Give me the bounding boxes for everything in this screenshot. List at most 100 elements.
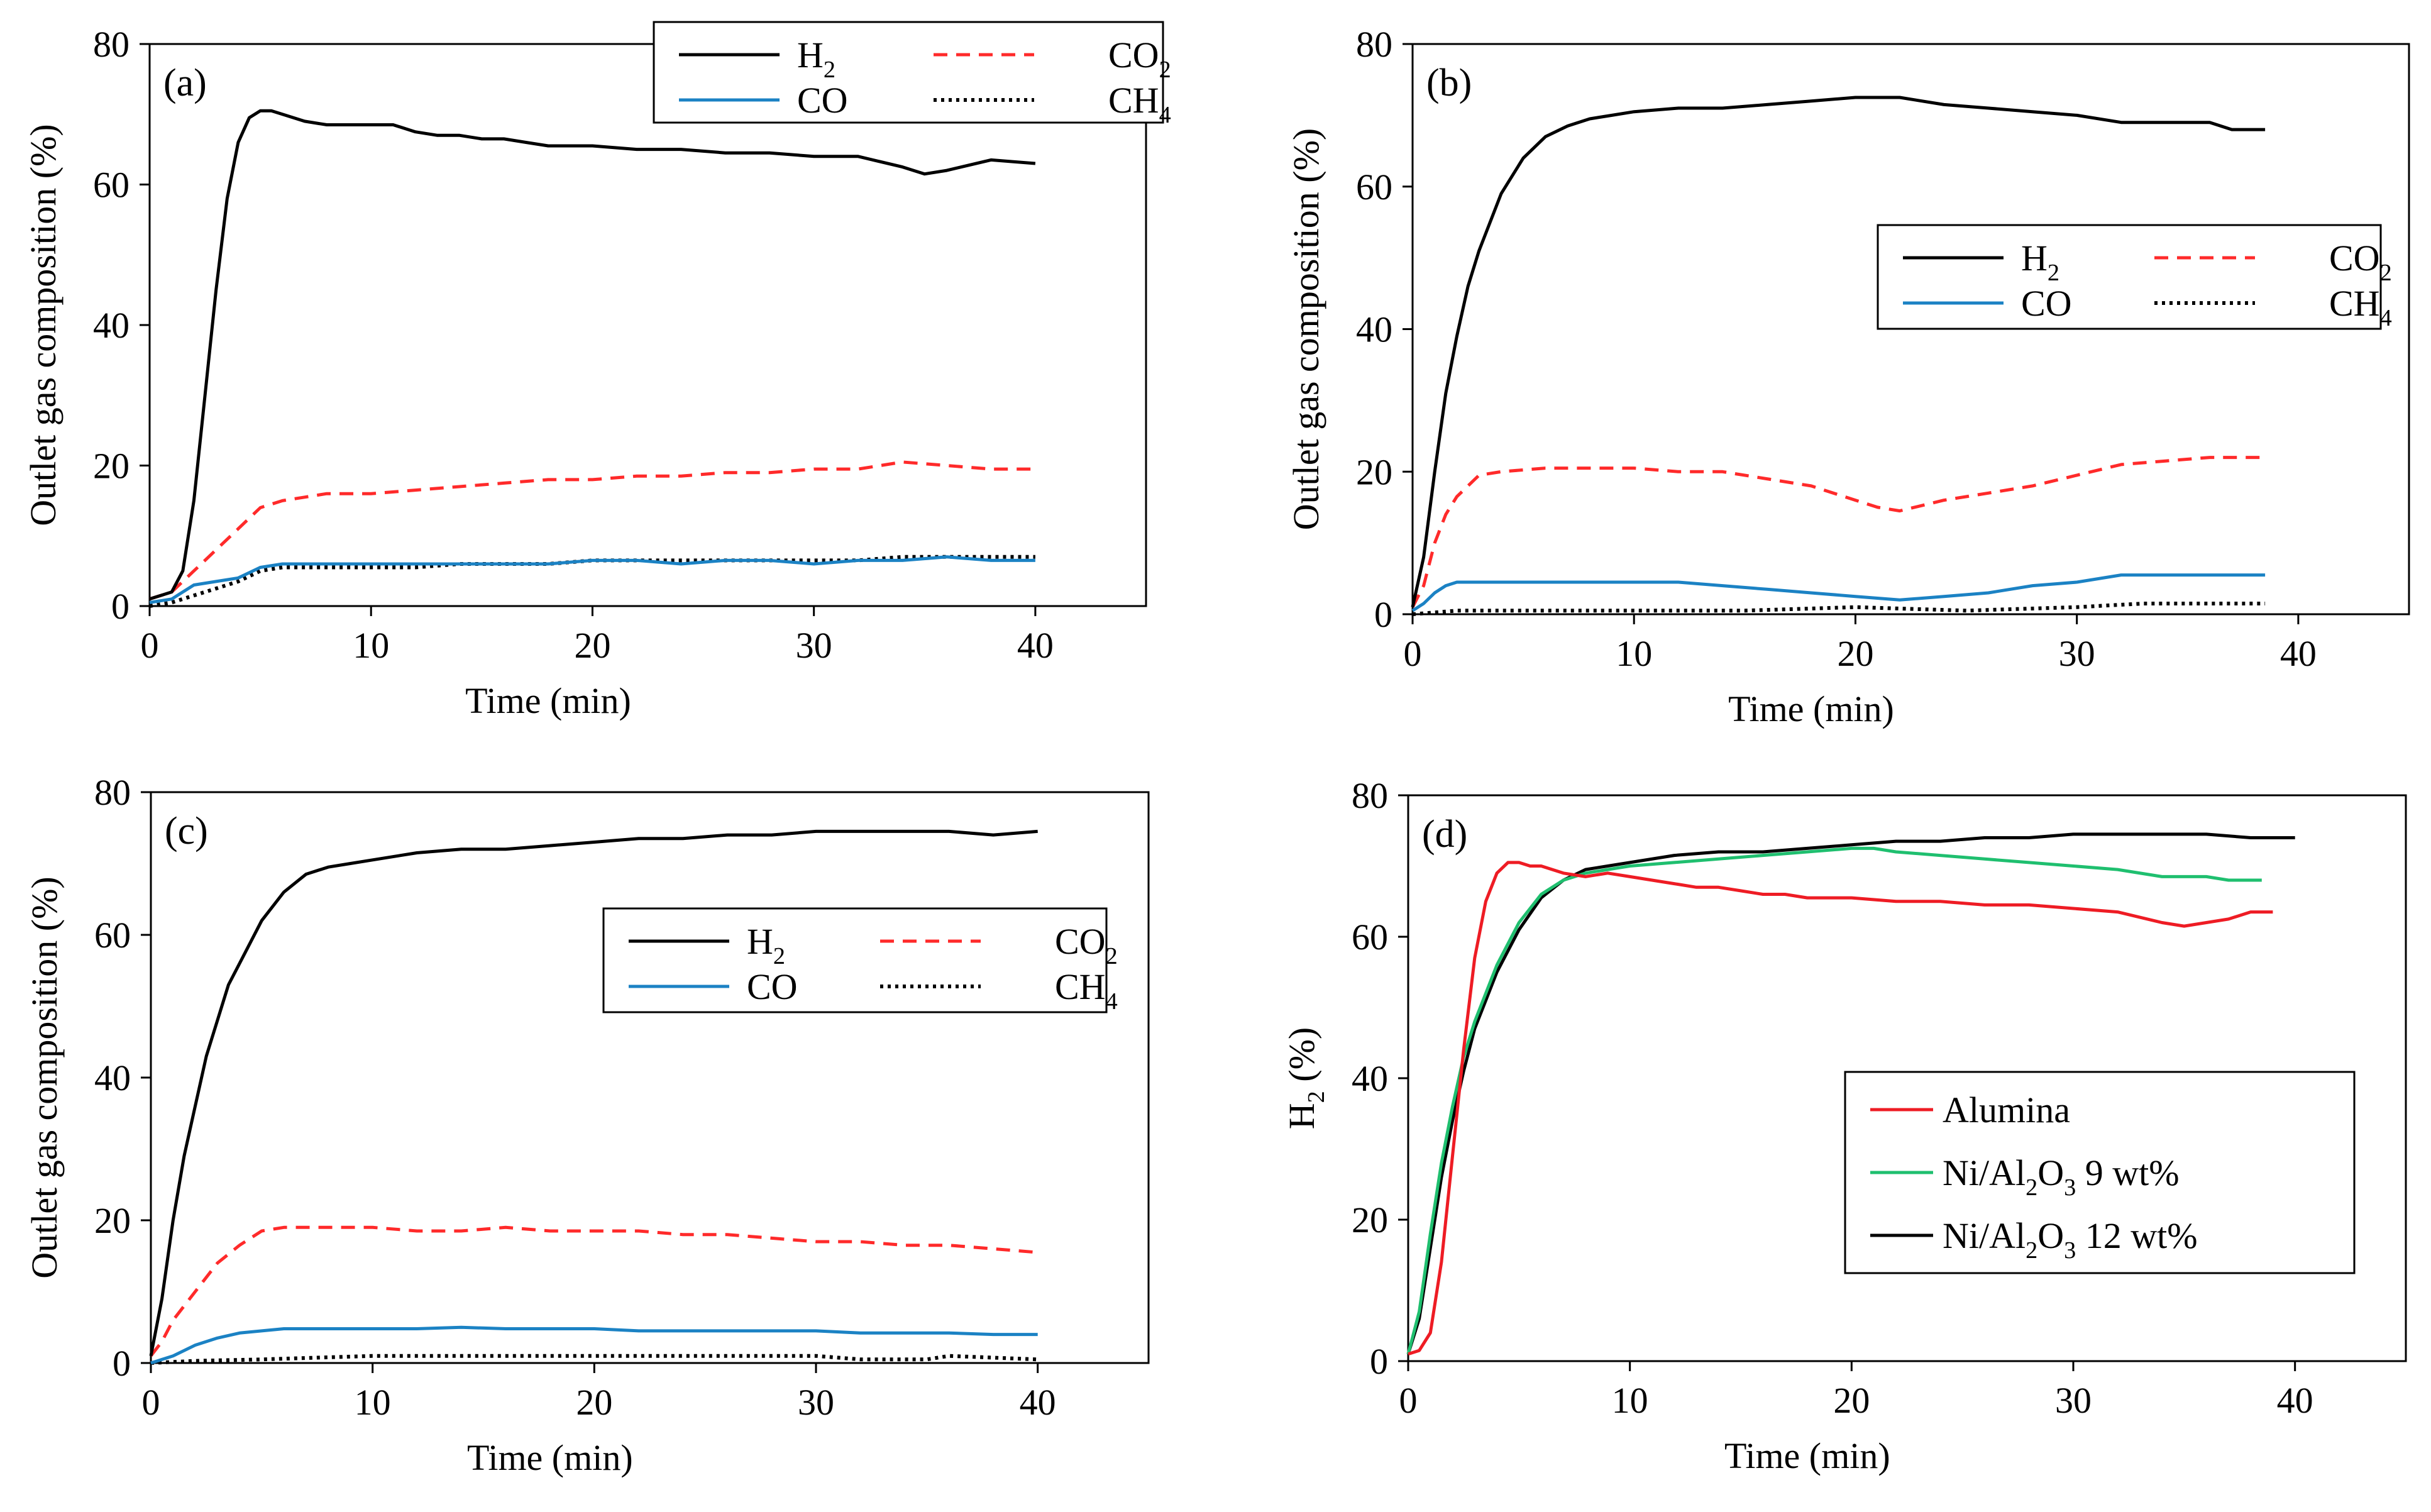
y-tick-label: 40 (94, 1057, 131, 1098)
legend-label-base: H (2021, 238, 2048, 279)
legend-label-base: CH (1055, 966, 1106, 1007)
x-tick-label: 10 (1616, 633, 1652, 674)
legend-label: CO2 (1055, 921, 1118, 969)
legend-label-sub: 2 (2026, 1237, 2037, 1264)
y-axis-title: H2 (%) (1281, 1027, 1330, 1129)
series-line-co2 (150, 1225, 1038, 1357)
legend-label: Alumina (1943, 1090, 2070, 1130)
y-axis-title-tail: (%) (1281, 1027, 1322, 1091)
legend-label: CO (747, 966, 798, 1007)
legend-label-base: Ni/Al (1943, 1215, 2026, 1256)
legend-label-base: Alumina (1943, 1090, 2070, 1130)
y-tick-label: 20 (93, 446, 130, 487)
x-tick-label: 20 (574, 625, 610, 666)
legend-label: H2 (747, 921, 785, 969)
panel-c: 0 10 20 30 40 0 20 40 60 80 Time (min) Outlet gas c… (24, 772, 1150, 1478)
x-axis-title: Time (min) (1728, 688, 1894, 729)
series-line-h2 (1411, 96, 2266, 608)
y-tick-label: 20 (1356, 451, 1392, 492)
legend-label-base: CH (2329, 283, 2380, 324)
x-tick-label: 10 (355, 1382, 391, 1423)
y-axis-title: Outlet gas composition (%) (24, 876, 65, 1279)
x-tick-label: 40 (2277, 1380, 2313, 1421)
y-tick-label: 60 (93, 165, 130, 206)
x-tick-label: 30 (798, 1382, 834, 1423)
legend-label-tail: 12 wt% (2076, 1215, 2197, 1256)
x-axis-title: Time (min) (1724, 1435, 1890, 1476)
series-line-h2 (149, 109, 1036, 601)
x-tick-label: 30 (796, 625, 832, 666)
x-tick-label: 30 (2055, 1380, 2092, 1421)
panel-a: 0 10 20 30 40 0 20 40 60 80 Time (min) Outlet gas c… (23, 21, 1171, 721)
legend-label-sub: 2 (2048, 260, 2059, 286)
series-line-ch4 (150, 1354, 1038, 1365)
y-axis-title-base: H (1281, 1103, 1322, 1129)
legend-label: H2 (797, 35, 835, 83)
legend-label-base: CO (2021, 283, 2072, 324)
legend-label-base: CO (1108, 35, 1159, 75)
x-tick-label: 20 (1837, 633, 1873, 674)
y-tick-label: 60 (1352, 917, 1388, 957)
x-tick-label: 0 (1404, 633, 1422, 674)
series-line-ch4 (1412, 602, 2266, 616)
legend-label-base: H (747, 921, 773, 962)
y-tick-label: 80 (94, 772, 131, 813)
series-line-co (149, 555, 1035, 604)
legend-label: CO (797, 80, 848, 121)
panel-label: (d) (1422, 813, 1467, 856)
x-tick-label: 40 (2280, 633, 2317, 674)
legend-label-sub: 2 (1106, 943, 1118, 969)
legend-label-base: Ni/Al (1943, 1152, 2026, 1193)
legend-box (653, 21, 1164, 124)
legend-label-base: CO (797, 80, 848, 121)
legend-label-sub: 2 (2380, 260, 2392, 286)
y-tick-label: 80 (93, 24, 130, 65)
legend-label-base: CH (1108, 80, 1159, 121)
series-line-ch4 (149, 555, 1035, 608)
y-tick-label: 20 (1352, 1200, 1388, 1240)
legend-label: Ni/Al2O3 9 wt% (1943, 1152, 2180, 1201)
x-tick-label: 10 (1612, 1380, 1648, 1421)
series-line-alumina (1408, 861, 2273, 1356)
y-tick-label: 20 (94, 1200, 131, 1241)
y-axis-title-sub: 2 (1303, 1091, 1330, 1103)
legend-label-sub: 4 (1159, 102, 1171, 128)
y-axis-title-base: Outlet gas composition (%) (24, 876, 65, 1279)
y-tick-label: 60 (1356, 167, 1392, 207)
legend-label: CO (2021, 283, 2072, 324)
legend-label-sub: 2 (1159, 57, 1171, 83)
y-tick-label: 0 (113, 1343, 131, 1384)
plot-frame (148, 43, 1147, 607)
legend-label: CH4 (2329, 283, 2392, 331)
legend-label-sub2: 3 (2064, 1237, 2076, 1264)
x-tick-label: 10 (353, 625, 389, 666)
y-tick-label: 0 (1374, 594, 1392, 635)
legend-label: H2 (2021, 238, 2059, 286)
panel-label: (b) (1426, 62, 1472, 104)
y-axis-title: Outlet gas composition (%) (1286, 128, 1326, 531)
y-tick-label: 40 (93, 305, 130, 346)
y-tick-label: 80 (1356, 24, 1392, 65)
y-axis-title: Outlet gas composition (%) (23, 124, 63, 526)
legend-label-base: CO (747, 966, 798, 1007)
legend-label-sub2: 3 (2064, 1174, 2076, 1201)
legend-label-mid: O (2037, 1152, 2064, 1193)
legend-label: CH4 (1055, 966, 1118, 1015)
panel-label: (c) (165, 810, 208, 853)
x-tick-label: 20 (576, 1382, 612, 1423)
legend-label-sub: 4 (2380, 305, 2392, 331)
legend-label-mid: O (2037, 1215, 2064, 1256)
legend-label-sub: 2 (824, 57, 835, 83)
legend-label-sub: 4 (1106, 988, 1118, 1015)
y-tick-label: 80 (1352, 775, 1388, 816)
y-tick-label: 60 (94, 915, 131, 956)
legend-label-sub: 2 (2026, 1174, 2037, 1201)
legend-box (1877, 224, 2382, 330)
x-axis-title: Time (min) (467, 1437, 633, 1478)
y-tick-label: 0 (1370, 1341, 1388, 1382)
x-tick-label: 40 (1017, 625, 1054, 666)
